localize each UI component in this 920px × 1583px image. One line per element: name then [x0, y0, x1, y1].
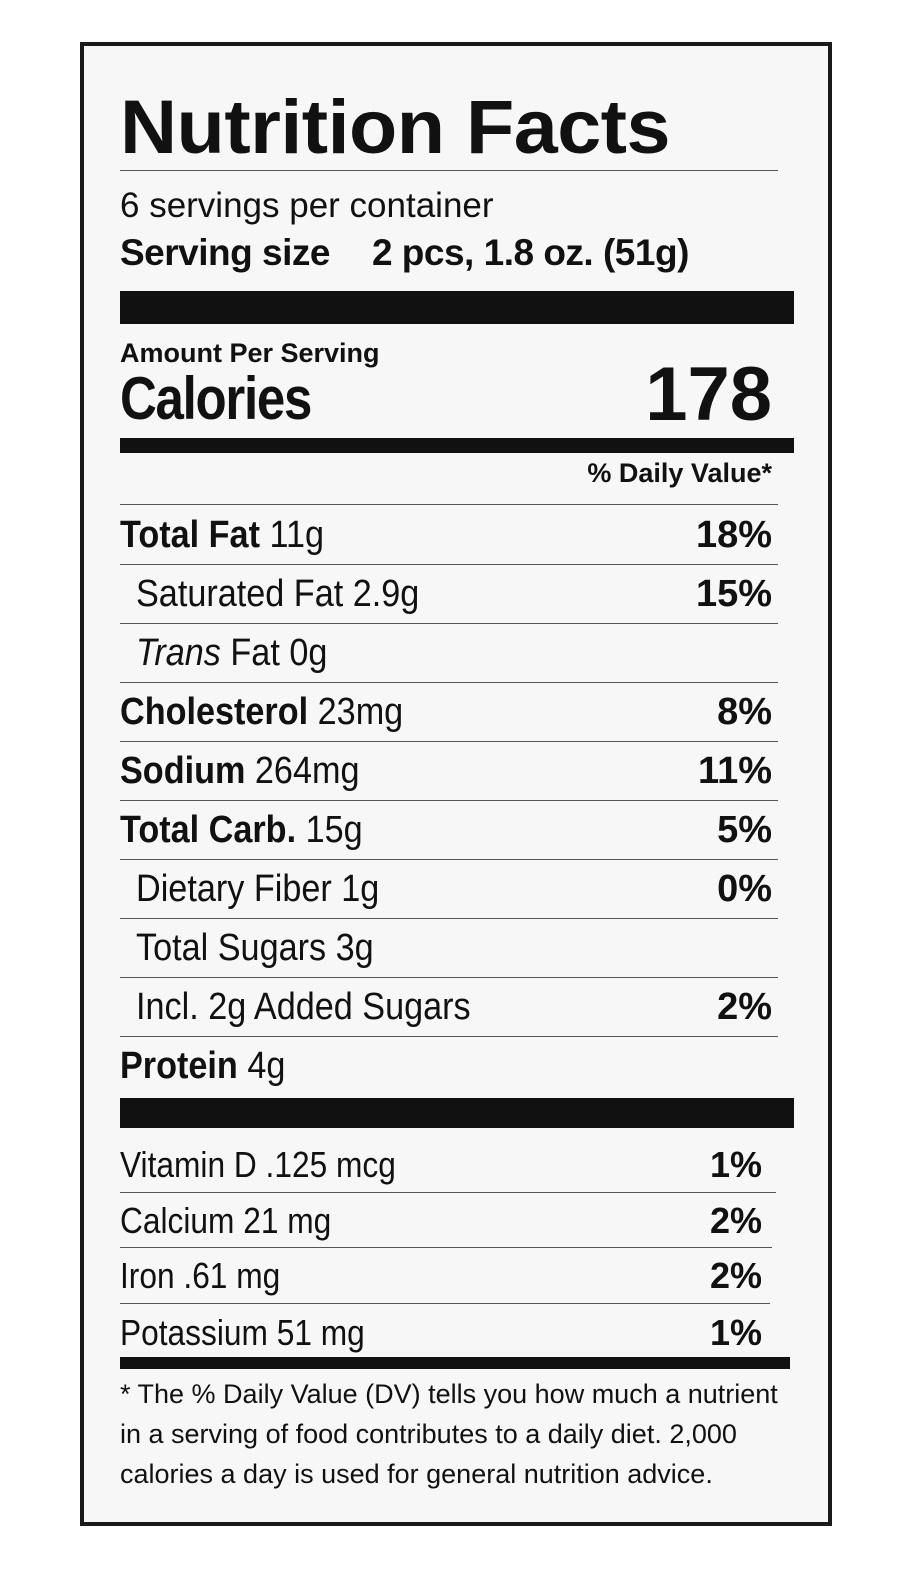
nutrient-amount: 11g — [269, 514, 325, 556]
nutrient-row-cholesterol: Cholesterol 23mg 8% — [120, 682, 772, 740]
label-title: Nutrition Facts — [120, 85, 670, 170]
vitamin-amount: Iron .61 mg — [120, 1255, 281, 1296]
nutrient-dv: 5% — [717, 809, 772, 851]
nutrient-dv: 8% — [717, 691, 772, 733]
divider — [120, 623, 778, 624]
vitamin-dv: 1% — [709, 1144, 762, 1185]
nutrient-dv: 11% — [698, 750, 772, 792]
divider — [120, 504, 778, 505]
nutrient-amount: 15g — [305, 809, 363, 851]
vitamin-dv: 2% — [709, 1200, 762, 1241]
divider — [120, 977, 778, 978]
nutrient-name: Total Sugars — [136, 927, 327, 969]
serving-size-label: Serving size — [120, 232, 330, 273]
nutrient-name: Cholesterol — [120, 691, 309, 733]
divider — [120, 1303, 770, 1304]
nutrition-facts-label: Nutrition Facts 6 servings per container… — [80, 42, 832, 1526]
nutrient-amount: 2.9g — [352, 573, 420, 615]
nutrient-amount: 3g — [335, 927, 374, 969]
thick-bar — [120, 1098, 794, 1128]
vitamin-row-vitamin-d: Vitamin D .125 mcg 1% — [120, 1136, 762, 1190]
nutrient-name-suffix: Fat — [230, 632, 280, 674]
vitamin-row-calcium: Calcium 21 mg 2% — [120, 1192, 762, 1246]
nutrient-amount: 264mg — [254, 750, 360, 792]
divider — [120, 800, 778, 801]
serving-size: Serving size 2 pcs, 1.8 oz. (51g) — [120, 232, 689, 274]
nutrient-row-dietary-fiber: Dietary Fiber 1g 0% — [120, 859, 772, 917]
vitamin-amount: Vitamin D .125 mcg — [120, 1144, 396, 1185]
nutrient-row-protein: Protein 4g — [120, 1036, 772, 1094]
divider — [120, 918, 778, 919]
vitamin-dv: 1% — [709, 1312, 762, 1353]
divider — [120, 1247, 772, 1248]
divider — [120, 170, 778, 171]
nutrient-amount: 23mg — [317, 691, 404, 733]
nutrient-name: Protein — [120, 1045, 238, 1087]
nutrient-name: Total Fat — [120, 514, 260, 556]
divider — [120, 741, 778, 742]
nutrient-row-trans-fat: Trans Fat 0g — [120, 623, 772, 681]
nutrient-dv: 2% — [717, 986, 772, 1028]
nutrient-row-saturated-fat: Saturated Fat 2.9g 15% — [120, 564, 772, 622]
vitamin-dv: 2% — [709, 1255, 762, 1296]
servings-per-container: 6 servings per container — [120, 186, 494, 225]
divider — [120, 564, 778, 565]
nutrient-name: Sodium — [120, 750, 246, 792]
daily-value-header: % Daily Value* — [587, 458, 772, 488]
nutrient-row-total-sugars: Total Sugars 3g — [120, 918, 772, 976]
serving-size-value: 2 pcs, 1.8 oz. (51g) — [371, 232, 689, 273]
calories-value: 178 — [645, 352, 772, 437]
vitamin-amount: Calcium 21 mg — [120, 1200, 332, 1241]
nutrient-row-total-carb: Total Carb. 15g 5% — [120, 800, 772, 858]
nutrient-amount: 0g — [289, 632, 328, 674]
vitamin-amount: Potassium 51 mg — [120, 1312, 365, 1353]
medium-bar — [120, 1357, 790, 1369]
nutrient-name: Incl. 2g Added Sugars — [136, 986, 471, 1028]
nutrient-dv: 18% — [695, 514, 772, 556]
nutrient-name: Trans — [136, 632, 221, 674]
nutrient-row-total-fat: Total Fat 11g 18% — [120, 505, 772, 563]
divider — [120, 682, 778, 683]
vitamin-row-potassium: Potassium 51 mg 1% — [120, 1304, 762, 1358]
thick-bar — [120, 291, 794, 324]
nutrient-row-added-sugars: Incl. 2g Added Sugars 2% — [120, 977, 772, 1035]
nutrient-dv: 0% — [717, 868, 772, 910]
vitamin-row-iron: Iron .61 mg 2% — [120, 1247, 762, 1301]
amount-per-serving: Amount Per Serving — [120, 338, 380, 368]
nutrient-name: Total Carb. — [120, 809, 297, 851]
daily-value-footnote: * The % Daily Value (DV) tells you how m… — [120, 1379, 778, 1489]
nutrient-dv: 15% — [695, 573, 772, 615]
nutrient-row-sodium: Sodium 264mg 11% — [120, 741, 772, 799]
nutrient-name: Dietary Fiber — [136, 868, 332, 910]
nutrient-name: Saturated Fat — [136, 573, 344, 615]
medium-bar — [120, 438, 794, 453]
divider — [120, 1036, 778, 1037]
divider — [120, 859, 778, 860]
calories-label: Calories — [120, 365, 312, 432]
divider — [120, 1192, 776, 1193]
nutrient-amount: 1g — [341, 868, 380, 910]
nutrient-amount: 4g — [247, 1045, 286, 1087]
